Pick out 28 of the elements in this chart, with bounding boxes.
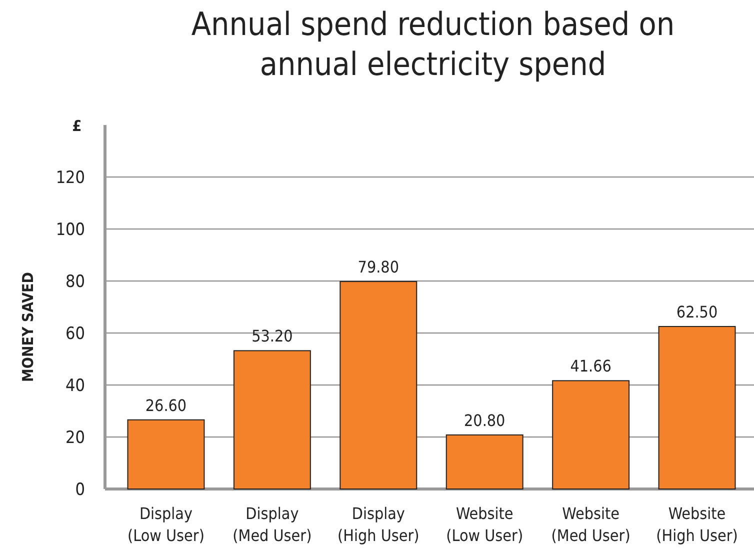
y-tick-label: 60 — [66, 324, 85, 344]
bar — [446, 434, 524, 490]
data-label: 26.60 — [145, 396, 187, 415]
data-label: 79.80 — [358, 258, 399, 277]
data-label: 53.20 — [252, 326, 293, 346]
y-tick-label: 40 — [66, 376, 85, 396]
text: £ — [72, 117, 82, 135]
x-tick-label: Website (Low User) — [446, 504, 524, 545]
data-label: 41.66 — [570, 356, 612, 376]
y-tick-label: 120 — [56, 168, 85, 188]
y-axis-title: MONEY SAVED — [19, 272, 37, 382]
x-tick-label: Display (High User) — [338, 504, 420, 545]
data-label: 62.50 — [676, 302, 718, 322]
bar — [233, 350, 311, 490]
y-tick-label: 20 — [66, 428, 85, 448]
x-tick-label: Display (Med User) — [232, 504, 312, 545]
y-tick-label: 80 — [66, 272, 85, 292]
bar — [127, 419, 205, 490]
x-tick-label: Website (High User) — [656, 504, 738, 545]
bar — [340, 281, 418, 490]
y-tick-label: 0 — [75, 480, 85, 500]
bar — [658, 326, 736, 490]
chart-title: Annual spend reduction based on annual electricity spend — [191, 5, 675, 83]
bar — [552, 380, 630, 490]
data-label: 20.80 — [464, 410, 506, 430]
x-tick-label: Display (Low User) — [128, 504, 204, 545]
x-tick-label: Website (Med User) — [551, 504, 630, 545]
y-tick-label: 100 — [56, 220, 85, 240]
